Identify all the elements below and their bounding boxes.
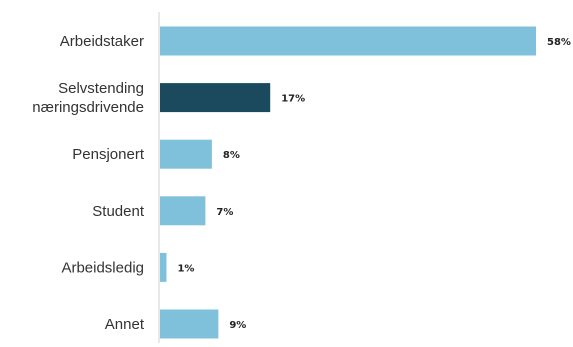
value-label-0: 58% xyxy=(547,37,571,48)
category-label-2: Pensjonert xyxy=(72,146,145,163)
bar-2 xyxy=(160,139,212,169)
value-label-5: 9% xyxy=(229,320,246,331)
category-label-4: Arbeidsledig xyxy=(61,259,144,276)
category-label-0: Arbeidstaker xyxy=(60,33,144,50)
bar-3 xyxy=(160,196,206,226)
category-label-2-line-0: Pensjonert xyxy=(72,146,145,163)
category-label-3-line-0: Student xyxy=(92,203,145,220)
value-label-2: 8% xyxy=(223,150,240,161)
category-label-4-line-0: Arbeidsledig xyxy=(61,259,144,276)
category-label-0-line-0: Arbeidstaker xyxy=(60,33,144,50)
category-label-1-line-1: næringsdrivende xyxy=(32,99,144,116)
category-label-1-line-0: Selvstending xyxy=(58,80,144,97)
category-label-5-line-0: Annet xyxy=(105,316,145,333)
bar-0 xyxy=(160,26,536,56)
bar-4 xyxy=(160,252,167,282)
value-label-1: 17% xyxy=(281,94,305,105)
value-label-4: 1% xyxy=(177,263,194,274)
bar-1 xyxy=(160,83,271,113)
category-label-3: Student xyxy=(92,203,145,220)
category-label-1: Selvstending næringsdrivende xyxy=(32,80,144,116)
category-label-5: Annet xyxy=(105,316,145,333)
value-label-3: 7% xyxy=(216,207,233,218)
bar-5 xyxy=(160,309,219,339)
